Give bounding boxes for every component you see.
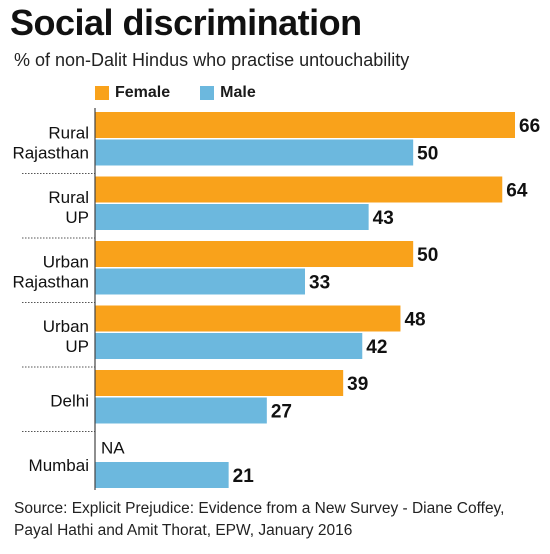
chart-title: Social discrimination [10,2,362,43]
bar-female-3 [95,305,401,332]
data-label-female-2: 50 [417,245,438,266]
bar-male-4 [95,397,267,424]
legend-label-female: Female [115,84,171,101]
legend-swatch-female [95,86,109,100]
bar-male-3 [95,333,363,359]
category-label-3-0: Urban [43,317,89,336]
chart-subtitle: % of non-Dalit Hindus who practise untou… [14,50,410,70]
data-label-male-2: 33 [309,273,330,294]
legend-label-male: Male [220,84,256,101]
data-label-male-4: 27 [271,402,292,423]
bar-female-4 [95,370,344,396]
bar-female-0 [95,112,515,138]
legend-swatch-male [200,86,215,100]
category-label-3-1: UP [65,337,89,356]
data-label-female-1: 64 [506,181,528,202]
category-label-1-0: Rural [48,188,89,207]
data-label-male-5: 21 [233,466,255,487]
data-label-female-3: 48 [404,310,425,331]
legend-item-female: Female [95,84,170,102]
category-label-5-0: Mumbai [29,456,89,475]
bar-female-2 [95,241,414,267]
category-label-0-1: Rajasthan [12,143,89,162]
legend: Female Male [95,84,278,102]
data-label-male-0: 50 [417,144,438,165]
data-label-female-0: 66 [519,116,540,137]
data-label-female-5: NA [101,439,125,458]
category-label-4-0: Delhi [50,391,89,410]
bar-male-5 [95,462,229,488]
category-label-2-0: Urban [43,252,89,271]
bar-male-2 [95,268,305,295]
bar-female-1 [95,176,503,203]
category-label-0-0: Rural [48,123,89,142]
legend-item-male: Male [200,84,256,102]
bar-chart: 6650RuralRajasthan6443RuralUP5033UrbanRa… [12,108,540,490]
data-label-female-4: 39 [347,374,368,395]
category-label-1-1: UP [65,208,89,227]
bar-male-0 [95,139,414,166]
bar-male-1 [95,204,369,230]
source-note: Source: Explicit Prejudice: Evidence fro… [14,500,505,539]
data-label-male-3: 42 [366,337,387,358]
category-label-2-1: Rajasthan [12,272,89,291]
data-label-male-1: 43 [373,208,394,229]
